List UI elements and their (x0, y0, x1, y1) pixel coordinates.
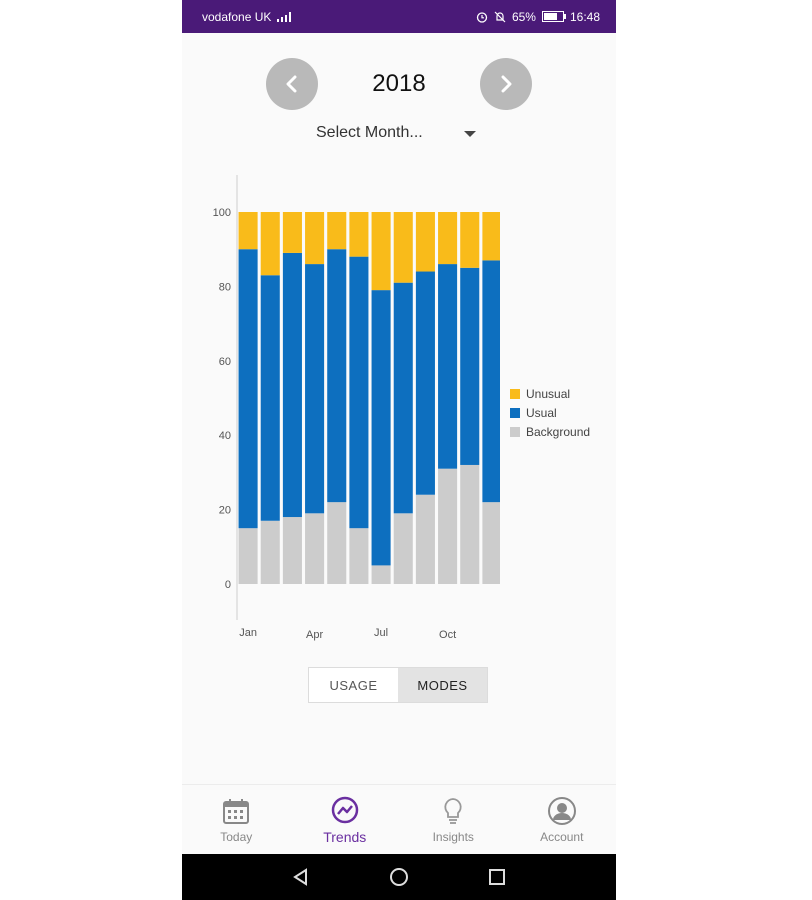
prev-year-button[interactable] (266, 58, 318, 110)
bar-segment-unusual-jul (371, 212, 391, 291)
y-tick-label: 60 (219, 356, 231, 368)
legend-item: Background (510, 422, 590, 441)
bar-segment-background-may (327, 502, 347, 584)
x-tick-label: Apr (306, 629, 323, 641)
recents-square-icon (489, 869, 505, 885)
bar-segment-background-oct (438, 468, 458, 584)
y-tick-label: 80 (219, 281, 231, 293)
calendar-icon (223, 799, 250, 824)
bar-segment-background-jul (371, 565, 391, 584)
bar-segment-unusual-oct (438, 212, 458, 265)
bar-segment-usual-apr (305, 264, 325, 514)
bar-segment-unusual-jun (349, 212, 369, 257)
bar-segment-usual-oct (438, 264, 458, 469)
x-tick-label: Oct (439, 629, 456, 641)
bar-segment-background-feb (260, 520, 280, 584)
legend-label: Background (526, 424, 591, 439)
bar-segment-background-mar (282, 517, 302, 584)
bar-segment-unusual-nov (460, 212, 480, 268)
legend-label: Usual (526, 405, 557, 420)
y-tick-label: 40 (219, 430, 231, 442)
view-toggle: USAGE MODES (308, 667, 488, 703)
chevron-right-icon (501, 75, 512, 93)
bar-segment-background-apr (305, 513, 325, 584)
y-tick-label: 0 (225, 579, 231, 591)
bar-segment-background-nov (460, 464, 480, 584)
bar-segment-unusual-jan (238, 212, 258, 250)
nav-today[interactable]: Today (182, 785, 291, 855)
bar-segment-unusual-may (327, 212, 347, 250)
legend-item: Unusual (510, 384, 590, 403)
legend-swatch (510, 426, 520, 437)
account-icon (547, 797, 576, 825)
status-bar: vodafone UK 65% 16:48 (182, 0, 616, 33)
dropdown-caret-icon (464, 131, 476, 137)
mute-icon (494, 11, 506, 22)
home-circle-icon (390, 868, 408, 886)
lightbulb-icon (444, 798, 462, 824)
bar-segment-usual-sep (415, 271, 435, 495)
carrier-label: vodafone UK (202, 9, 272, 24)
year-title: 2018 (372, 70, 426, 97)
bar-segment-usual-dec (482, 260, 500, 503)
alarm-icon (476, 11, 488, 23)
bottom-navigation: Today Trends Insights Account (182, 784, 616, 855)
y-tick-label: 20 (219, 505, 231, 517)
bar-segment-background-jun (349, 528, 369, 584)
battery-icon (541, 11, 566, 22)
trends-icon (331, 796, 358, 824)
bar-segment-unusual-feb (260, 212, 280, 276)
bar-segment-background-sep (415, 494, 435, 584)
signal-icon (277, 11, 292, 22)
nav-account[interactable]: Account (508, 785, 617, 855)
bar-segment-usual-jul (371, 290, 391, 566)
bar-segment-usual-mar (282, 252, 302, 518)
year-navigator: 2018 (266, 58, 532, 110)
y-tick-label: 100 (213, 207, 231, 219)
x-tick-label: Jan (239, 627, 257, 639)
chevron-left-icon (286, 75, 297, 93)
bar-segment-usual-aug (393, 282, 413, 514)
recents-nav-button[interactable] (487, 867, 507, 887)
month-dropdown-label: Select Month... (316, 124, 423, 141)
nav-account-label: Account (540, 830, 584, 844)
legend-swatch (510, 407, 520, 418)
phone-screen: vodafone UK 65% 16:48 2018 Select Month.… (182, 0, 616, 900)
home-nav-button[interactable] (389, 867, 409, 887)
nav-insights-label: Insights (432, 830, 474, 844)
bar-segment-usual-jan (238, 249, 258, 529)
next-year-button[interactable] (480, 58, 532, 110)
x-tick-label: Jul (374, 627, 388, 639)
bar-segment-background-dec (482, 502, 500, 584)
bar-segment-usual-jun (349, 256, 369, 529)
bar-segment-unusual-sep (415, 212, 435, 272)
bar-segment-background-jan (238, 528, 258, 584)
bar-segment-unusual-aug (393, 212, 413, 283)
nav-trends-label: Trends (323, 829, 367, 845)
month-dropdown[interactable]: Select Month... (316, 124, 476, 146)
legend-label: Unusual (526, 386, 571, 401)
legend-swatch (510, 388, 520, 399)
bar-segment-background-aug (393, 513, 413, 584)
nav-trends[interactable]: Trends (291, 785, 400, 855)
bar-segment-usual-nov (460, 267, 480, 465)
battery-percent: 65% (511, 9, 536, 24)
bar-segment-usual-may (327, 249, 347, 503)
usage-toggle-button[interactable]: USAGE (309, 668, 398, 702)
bar-segment-unusual-apr (305, 212, 325, 265)
back-nav-button[interactable] (291, 867, 311, 887)
back-triangle-icon (293, 868, 307, 886)
nav-insights[interactable]: Insights (399, 785, 508, 855)
system-navigation-bar (182, 854, 616, 900)
chart-legend: Unusual Usual Background (510, 384, 590, 441)
clock: 16:48 (569, 9, 600, 24)
nav-today-label: Today (220, 830, 253, 844)
legend-item: Usual (510, 403, 590, 422)
stacked-bar-chart: 0 20 40 60 80 100 Jan Apr Jul Oct (213, 175, 500, 641)
bar-segment-unusual-mar (282, 212, 302, 253)
modes-toggle-button[interactable]: MODES (398, 668, 487, 702)
modes-chart: 0 20 40 60 80 100 Jan Apr Jul Oct Unusual Usual Bac… (200, 170, 616, 650)
bar-segment-unusual-dec (482, 212, 500, 261)
bar-segment-usual-feb (260, 275, 280, 521)
